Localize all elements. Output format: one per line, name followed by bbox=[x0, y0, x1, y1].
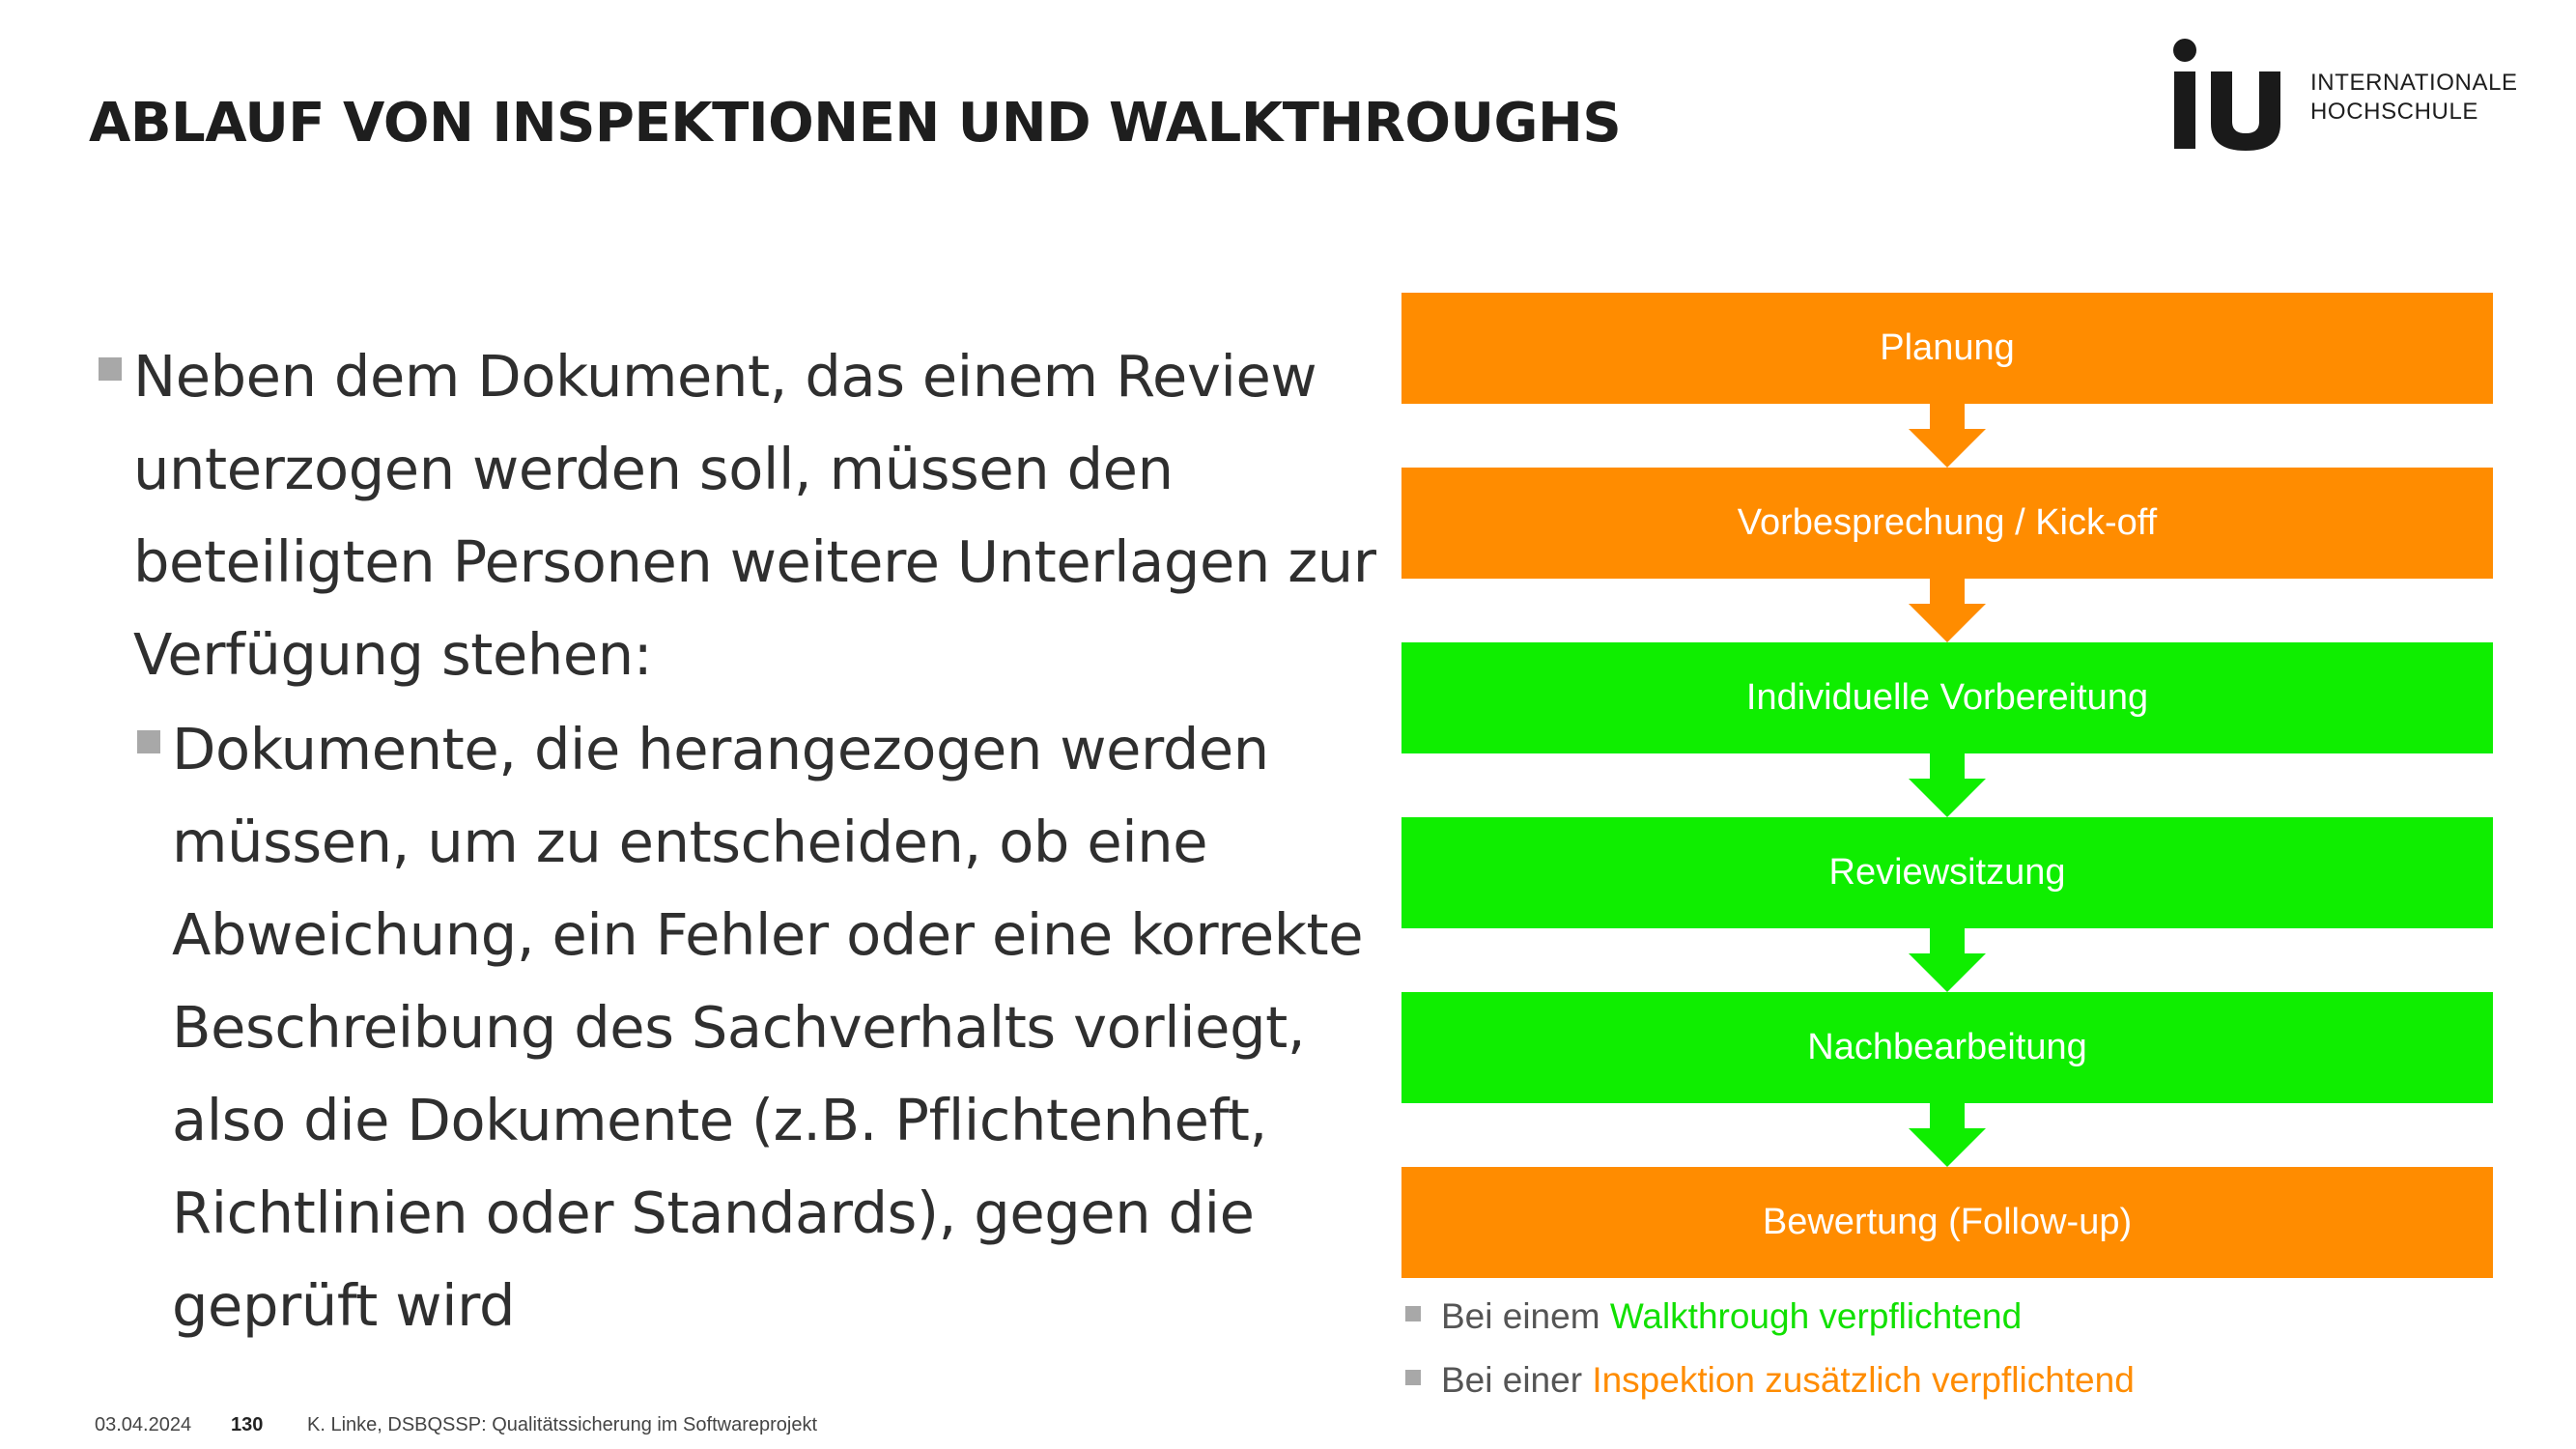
logo-text-line2: HOCHSCHULE bbox=[2310, 99, 2479, 125]
flow-step-vorbesprechung: Vorbesprechung / Kick-off bbox=[1401, 468, 2493, 579]
flow-step-reviewsitzung: Reviewsitzung bbox=[1401, 817, 2493, 928]
flow-arrow-icon bbox=[1909, 753, 1986, 817]
bullet-item-level1: Neben dem Dokument, das einem Review unt… bbox=[97, 330, 1430, 701]
footer-date: 03.04.2024 bbox=[95, 1414, 192, 1435]
flow-step-vorbereitung: Individuelle Vorbereitung bbox=[1401, 642, 2493, 753]
bullet-list: Neben dem Dokument, das einem Review unt… bbox=[97, 330, 1430, 1352]
flow-step-planung: Planung bbox=[1401, 293, 2493, 404]
flow-arrow-icon bbox=[1909, 579, 1986, 642]
flow-step-nachbearbeitung: Nachbearbeitung bbox=[1401, 992, 2493, 1103]
flow-arrow-icon bbox=[1909, 1103, 1986, 1167]
flow-arrow-icon bbox=[1909, 404, 1986, 468]
legend-list: Bei einem Walkthrough verpflichtend Bei … bbox=[1405, 1285, 2135, 1412]
flow-arrow-icon bbox=[1909, 928, 1986, 992]
footer-author: K. Linke, DSBQSSP: Qualitätssicherung im… bbox=[307, 1414, 818, 1435]
legend-walkthrough: Bei einem Walkthrough verpflichtend bbox=[1405, 1285, 2135, 1349]
legend-walkthrough-highlight: Walkthrough verpflichtend bbox=[1609, 1296, 2023, 1336]
slide-title: ABLAUF VON INSPEKTIONEN UND WALKTHROUGHS bbox=[89, 92, 1622, 155]
logo-text-line1: INTERNATIONALE bbox=[2310, 70, 2518, 96]
footer-page-number: 130 bbox=[231, 1414, 264, 1435]
bullet-item-level2: Dokumente, die herangezogen werden müsse… bbox=[135, 703, 1430, 1352]
iu-logo-icon bbox=[2173, 39, 2280, 151]
legend-inspection-highlight: Inspektion zusätzlich verpflichtend bbox=[1592, 1360, 2135, 1400]
legend-inspection-prefix: Bei einer bbox=[1441, 1360, 1593, 1400]
legend-walkthrough-prefix: Bei einem bbox=[1441, 1296, 1610, 1336]
legend-inspection: Bei einer Inspektion zusätzlich verpflic… bbox=[1405, 1349, 2135, 1412]
flow-step-bewertung: Bewertung (Follow-up) bbox=[1401, 1167, 2493, 1278]
